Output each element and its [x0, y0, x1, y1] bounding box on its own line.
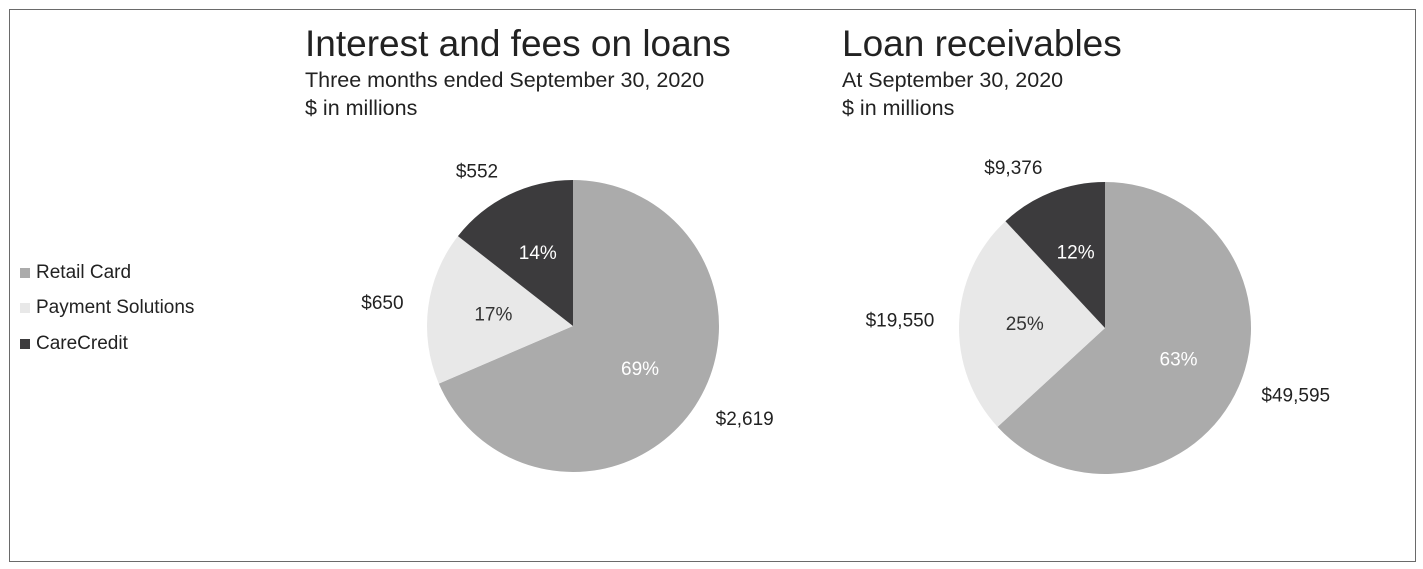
legend: Retail Card Payment Solutions CareCredit — [20, 255, 194, 362]
legend-swatch-carecredit — [20, 338, 30, 349]
legend-label: Retail Card — [36, 261, 132, 283]
legend-label: CareCredit — [36, 332, 128, 354]
chart-title-interest-fees: Interest and fees on loans — [305, 23, 731, 64]
pie-chart-2: 63% $49,595 25% $19,550 12% $9,376 — [866, 158, 1330, 475]
chart-subtitle-units: $ in millions — [305, 96, 418, 120]
pie-percent-label: 17% — [474, 305, 512, 326]
pie-value-label: $2,619 — [716, 409, 774, 430]
legend-swatch-payment-solutions — [20, 303, 30, 314]
pie-percent-label: 12% — [1057, 242, 1095, 263]
pie-slice-payment-solutions — [427, 236, 573, 384]
pie-slice-payment-solutions — [959, 221, 1105, 427]
pie-value-label: $19,550 — [866, 310, 935, 331]
pie-percent-label: 25% — [1006, 314, 1044, 335]
legend-label: Payment Solutions — [36, 297, 195, 319]
pie-slice-retail-card — [997, 181, 1252, 475]
chart-subtitle-period: Three months ended September 30, 2020 — [305, 68, 705, 92]
pie-chart-1: 69% $2,619 17% $650 14% $552 — [361, 161, 774, 472]
pie-value-label: $9,376 — [984, 158, 1042, 179]
pie-slice-carecredit — [1005, 182, 1105, 328]
chart-subtitle-units: $ in millions — [842, 96, 955, 120]
pie-value-label: $49,595 — [1261, 386, 1330, 407]
pie-slice-retail-card — [438, 180, 719, 472]
chart-frame — [9, 9, 1416, 562]
chart-title-loan-receivables: Loan receivables — [842, 23, 1122, 64]
legend-item-carecredit: CareCredit — [20, 326, 194, 362]
pie-value-label: $552 — [456, 161, 498, 182]
pie-slice-carecredit — [457, 180, 573, 326]
legend-swatch-retail-card — [20, 267, 30, 278]
pie-percent-label: 69% — [621, 359, 659, 380]
pie-percent-label: 14% — [519, 243, 557, 264]
chart-subtitle-date: At September 30, 2020 — [842, 68, 1064, 92]
legend-item-payment-solutions: Payment Solutions — [20, 291, 194, 327]
legend-item-retail-card: Retail Card — [20, 255, 194, 291]
pie-value-label: $650 — [361, 293, 403, 314]
pie-percent-label: 63% — [1160, 349, 1198, 370]
